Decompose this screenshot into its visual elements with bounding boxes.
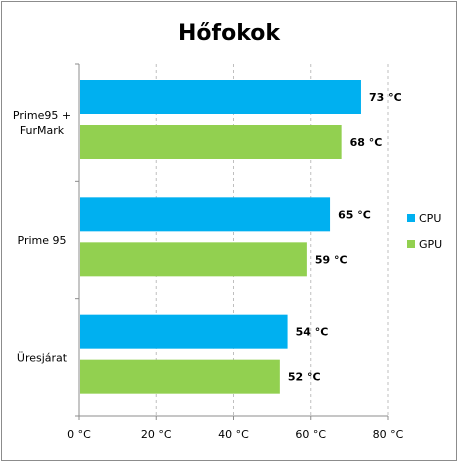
x-tick-label: 0 °C — [67, 428, 91, 441]
data-label: 65 °C — [338, 208, 371, 221]
bar-layer — [80, 80, 361, 394]
data-label: 52 °C — [288, 371, 321, 384]
legend-swatch-cpu — [407, 214, 415, 222]
data-label: 68 °C — [350, 136, 383, 149]
data-label: 54 °C — [296, 326, 329, 339]
x-tick-label: 80 °C — [373, 428, 404, 441]
legend-swatch-gpu — [407, 240, 415, 248]
grid-layer — [155, 64, 389, 416]
x-tick-label: 40 °C — [218, 428, 249, 441]
category-label: Prime 95 — [18, 234, 67, 247]
data-label: 59 °C — [315, 253, 348, 266]
x-tick-label: 20 °C — [141, 428, 172, 441]
bar-gpu — [80, 125, 342, 159]
category-label: Üresjárat — [17, 351, 68, 364]
bar-cpu — [80, 80, 361, 114]
bar-cpu — [80, 314, 288, 349]
chart-title: Hőfokok — [178, 21, 281, 46]
category-label: Prime95 + FurMark — [13, 109, 71, 137]
legend: CPU GPU — [407, 212, 442, 251]
legend-label-cpu: CPU — [419, 212, 441, 225]
bar-gpu — [80, 359, 280, 394]
axis-layer — [75, 63, 389, 420]
legend-label-gpu: GPU — [419, 238, 442, 251]
data-label: 73 °C — [369, 91, 402, 104]
bar-cpu — [80, 197, 331, 232]
label-layer: 0 °C 20 °C 40 °C 60 °C 80 °C 73 °C 68 °C Prime9… — [13, 91, 404, 441]
bar-gpu — [80, 242, 307, 277]
x-tick-label: 60 °C — [295, 428, 326, 441]
